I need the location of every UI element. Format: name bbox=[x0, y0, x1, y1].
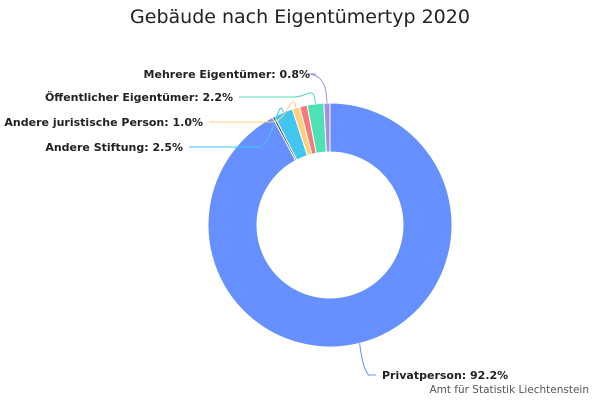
connector-privatperson bbox=[359, 343, 376, 376]
labels-layer: Privatperson: 92.2% Andere Stiftung: 2.5%… bbox=[4, 68, 508, 382]
credits-text[interactable]: Amt für Statistik Liechtenstein bbox=[429, 384, 589, 396]
data-label-ffentlicher-eigent-mer: Öffentlicher Eigentümer: 2.2% bbox=[45, 90, 233, 104]
data-label-andere-juristische-person: Andere juristische Person: 1.0% bbox=[4, 116, 203, 129]
data-label-mehrere-eigent-mer: Mehrere Eigentümer: 0.8% bbox=[144, 68, 310, 81]
chart-title: Gebäude nach Eigentümertyp 2020 bbox=[130, 6, 470, 28]
connector-mehrere-eigent-mer bbox=[306, 73, 328, 104]
connector-andere-juristische-person bbox=[209, 101, 297, 123]
slice-privatperson-0[interactable] bbox=[207, 102, 453, 348]
slice-mehrere-eigent-mer-6[interactable] bbox=[323, 102, 331, 153]
connector-ffentlicher-eigent-mer bbox=[239, 92, 316, 104]
data-label-privatperson: Privatperson: 92.2% bbox=[382, 369, 508, 382]
connectors-layer bbox=[189, 73, 376, 376]
connector-andere-stiftung bbox=[189, 108, 284, 148]
slices-layer bbox=[207, 102, 453, 348]
data-label-andere-stiftung: Andere Stiftung: 2.5% bbox=[45, 141, 183, 154]
